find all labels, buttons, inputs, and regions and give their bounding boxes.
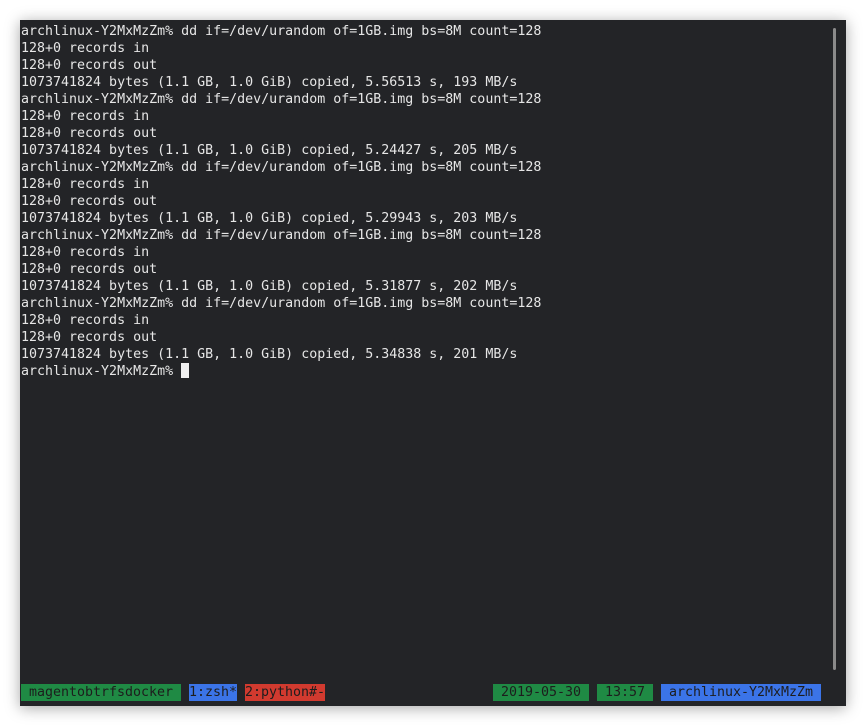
window-tab-2[interactable]: 2:python#- bbox=[245, 684, 326, 701]
shell-prompt: archlinux-Y2MxMzZm% bbox=[21, 364, 182, 379]
terminal-line: 1073741824 bytes (1.1 GB, 1.0 GiB) copie… bbox=[21, 347, 518, 362]
terminal-line: 128+0 records out bbox=[21, 126, 158, 141]
terminal-line: 128+0 records out bbox=[21, 262, 158, 277]
status-hostname: archlinux-Y2MxMzZm bbox=[661, 684, 821, 701]
terminal-window[interactable]: archlinux-Y2MxMzZm% dd if=/dev/urandom o… bbox=[20, 20, 846, 706]
terminal-line: 1073741824 bytes (1.1 GB, 1.0 GiB) copie… bbox=[21, 211, 518, 226]
scrollbar[interactable] bbox=[833, 28, 836, 670]
terminal-line: archlinux-Y2MxMzZm% dd if=/dev/urandom o… bbox=[21, 296, 542, 311]
prompt-line[interactable]: archlinux-Y2MxMzZm% bbox=[21, 363, 541, 380]
terminal-line: archlinux-Y2MxMzZm% dd if=/dev/urandom o… bbox=[21, 228, 542, 243]
status-time: 13:57 bbox=[597, 684, 653, 701]
cursor bbox=[181, 363, 190, 378]
terminal-line: archlinux-Y2MxMzZm% dd if=/dev/urandom o… bbox=[21, 160, 542, 175]
terminal-line: 128+0 records out bbox=[21, 194, 158, 209]
terminal-output[interactable]: archlinux-Y2MxMzZm% dd if=/dev/urandom o… bbox=[21, 23, 541, 380]
terminal-line: 128+0 records in bbox=[21, 109, 150, 124]
terminal-line: archlinux-Y2MxMzZm% dd if=/dev/urandom o… bbox=[21, 92, 542, 107]
terminal-line: 128+0 records in bbox=[21, 177, 150, 192]
terminal-line: 128+0 records out bbox=[21, 58, 158, 73]
terminal-line: 1073741824 bytes (1.1 GB, 1.0 GiB) copie… bbox=[21, 279, 518, 294]
terminal-line: 1073741824 bytes (1.1 GB, 1.0 GiB) copie… bbox=[21, 143, 518, 158]
terminal-line: 128+0 records in bbox=[21, 245, 150, 260]
terminal-line: 1073741824 bytes (1.1 GB, 1.0 GiB) copie… bbox=[21, 75, 518, 90]
window-tab-1[interactable]: 1:zsh* bbox=[189, 684, 238, 701]
terminal-line: 128+0 records in bbox=[21, 41, 150, 56]
session-name: magentobtrfsdocker bbox=[21, 684, 181, 701]
tmux-status-bar: magentobtrfsdocker 1:zsh* 2:python#- 201… bbox=[20, 684, 846, 701]
status-date: 2019-05-30 bbox=[493, 684, 589, 701]
terminal-line: 128+0 records in bbox=[21, 313, 150, 328]
terminal-line: archlinux-Y2MxMzZm% dd if=/dev/urandom o… bbox=[21, 24, 542, 39]
terminal-line: 128+0 records out bbox=[21, 330, 158, 345]
